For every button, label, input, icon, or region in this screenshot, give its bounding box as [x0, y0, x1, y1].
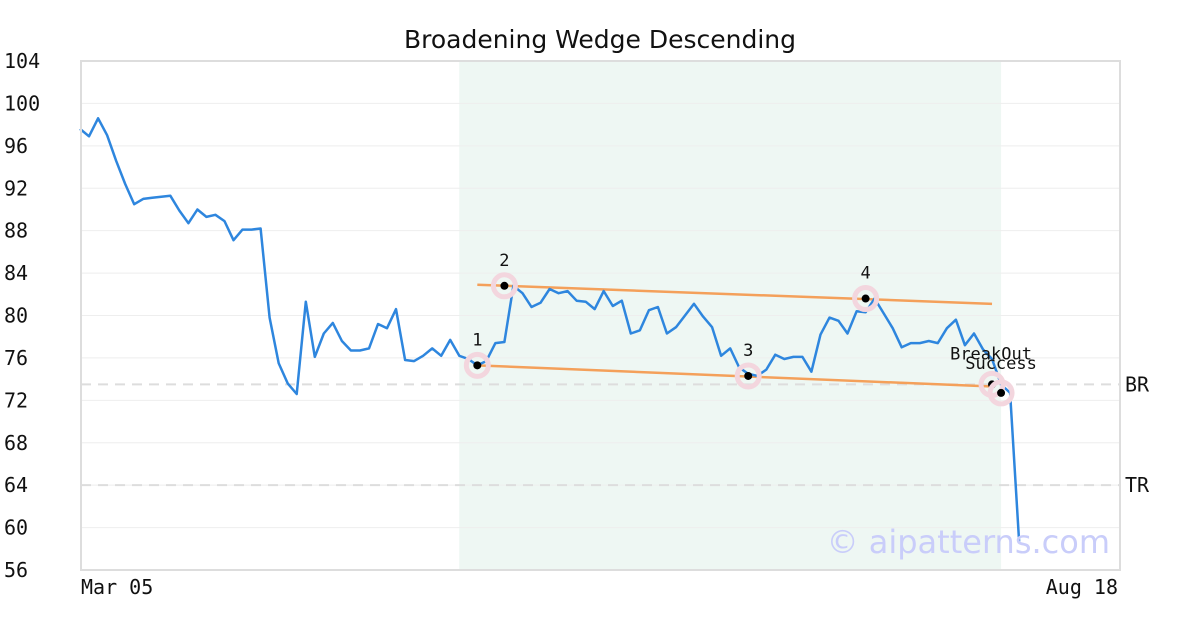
point-dot-3: [744, 371, 753, 380]
y-tick-label: 56: [4, 558, 28, 582]
point-label-4: 4: [860, 264, 870, 284]
level-label-tr: TR: [1125, 473, 1150, 497]
point-label-1: 1: [472, 330, 482, 350]
y-axis-ticks: 104 100 96 92 88 84 80 76 72 68 64 60 56: [4, 49, 40, 582]
trendlines-layer: [477, 283, 993, 388]
x-tick-start: Mar 05: [81, 575, 153, 599]
point-halo-4: [852, 285, 880, 313]
point-halo-3: [734, 362, 762, 390]
y-tick-label: 76: [4, 346, 28, 370]
price-series-layer: [79, 117, 1021, 542]
y-tick-label: 64: [4, 473, 28, 497]
point-halo-1: [463, 351, 491, 379]
x-tick-end: Aug 18: [1046, 575, 1118, 599]
y-tick-label: 104: [4, 49, 40, 73]
point-halo-success: [987, 379, 1015, 407]
y-tick-label: 60: [4, 516, 28, 540]
point-label-3: 3: [743, 341, 753, 361]
price-line: [79, 117, 1021, 542]
point-label-breakout: BreakOut: [950, 344, 1032, 364]
trendline-upper: [477, 283, 993, 306]
point-label-success: Success: [965, 354, 1037, 374]
y-tick-label: 96: [4, 134, 28, 158]
chart-title: Broadening Wedge Descending: [404, 25, 796, 54]
horizontal-levels-layer: BR TR: [81, 372, 1150, 497]
y-tick-label: 72: [4, 388, 28, 412]
point-halo-2: [490, 272, 518, 300]
point-dot-success: [997, 388, 1006, 397]
point-label-2: 2: [499, 251, 509, 271]
watermark: © aipatterns.com: [827, 523, 1110, 561]
y-tick-label: 84: [4, 261, 28, 285]
y-tick-label: 88: [4, 219, 28, 243]
plot-frame: [80, 60, 1121, 571]
point-dot-1: [473, 361, 482, 370]
y-tick-label: 100: [4, 91, 40, 115]
y-tick-label: 80: [4, 304, 28, 328]
y-tick-label: 68: [4, 431, 28, 455]
point-dot-4: [861, 294, 870, 303]
point-dot-2: [500, 281, 509, 290]
trendline-lower: [477, 364, 993, 388]
y-tick-label: 92: [4, 176, 28, 200]
level-label-br: BR: [1125, 372, 1150, 396]
